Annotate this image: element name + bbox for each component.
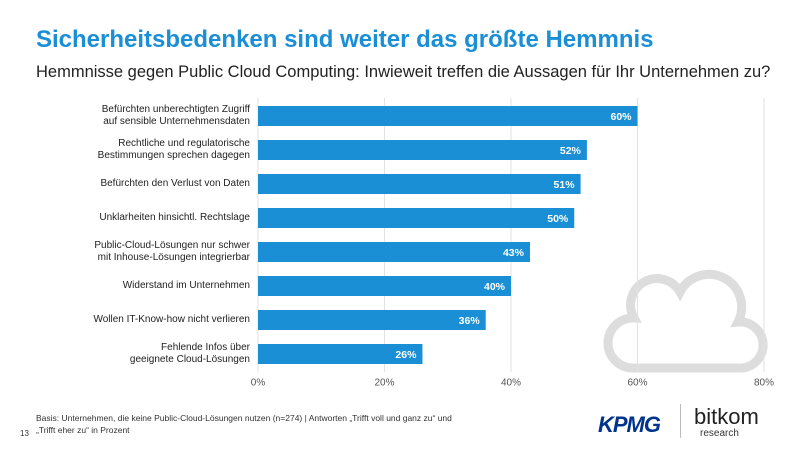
- value-label: 40%: [484, 281, 506, 293]
- x-tick-label: 60%: [627, 378, 647, 389]
- value-label: 52%: [560, 145, 582, 157]
- chart-title: Sicherheitsbedenken sind weiter das größ…: [36, 26, 654, 53]
- y-tick-label: Fehlende Infos über geeignete Cloud-Lösu…: [129, 342, 250, 365]
- x-tick-label: 0%: [251, 378, 266, 389]
- cloud-icon: [603, 269, 768, 373]
- value-label: 60%: [610, 111, 632, 123]
- bar: [258, 276, 511, 296]
- kpmg-logo: KPMG: [598, 412, 661, 437]
- footnote: Basis: Unternehmen, die keine Public-Clo…: [36, 413, 452, 435]
- bitkom-logo: bitkom: [694, 404, 759, 429]
- value-label: 50%: [547, 213, 569, 225]
- value-label: 43%: [503, 247, 525, 259]
- y-tick-label: Widerstand im Unternehmen: [122, 280, 250, 291]
- chart-subtitle: Hemmnisse gegen Public Cloud Computing: …: [36, 63, 771, 81]
- bar: [258, 344, 423, 364]
- y-tick-label: Rechtliche und regulatorische Bestimmung…: [97, 138, 250, 161]
- y-tick-label: Unklarheiten hinsichtl. Rechtslage: [99, 212, 250, 223]
- value-label: 36%: [459, 315, 481, 327]
- x-tick-label: 80%: [754, 378, 774, 389]
- y-tick-label: Wollen IT-Know-how nicht verlieren: [93, 314, 250, 325]
- bar: [258, 242, 530, 262]
- bar: [258, 208, 575, 228]
- bar: [258, 174, 581, 194]
- bar: [258, 310, 486, 330]
- logo-divider: [680, 404, 681, 438]
- y-tick-label: Befürchten den Verlust von Daten: [100, 178, 250, 189]
- value-label: 51%: [554, 179, 576, 191]
- bar: [258, 140, 587, 160]
- y-tick-label: Befürchten unberechtigten Zugriff auf se…: [101, 104, 250, 127]
- y-tick-label: Public-Cloud-Lösungen nur schwer mit Inh…: [94, 240, 250, 263]
- bitkom-sub: research: [700, 428, 739, 439]
- x-tick-label: 20%: [374, 378, 394, 389]
- bar: [258, 106, 638, 126]
- value-label: 26%: [395, 349, 417, 361]
- x-tick-label: 40%: [501, 378, 521, 389]
- page-number: 13: [20, 429, 29, 438]
